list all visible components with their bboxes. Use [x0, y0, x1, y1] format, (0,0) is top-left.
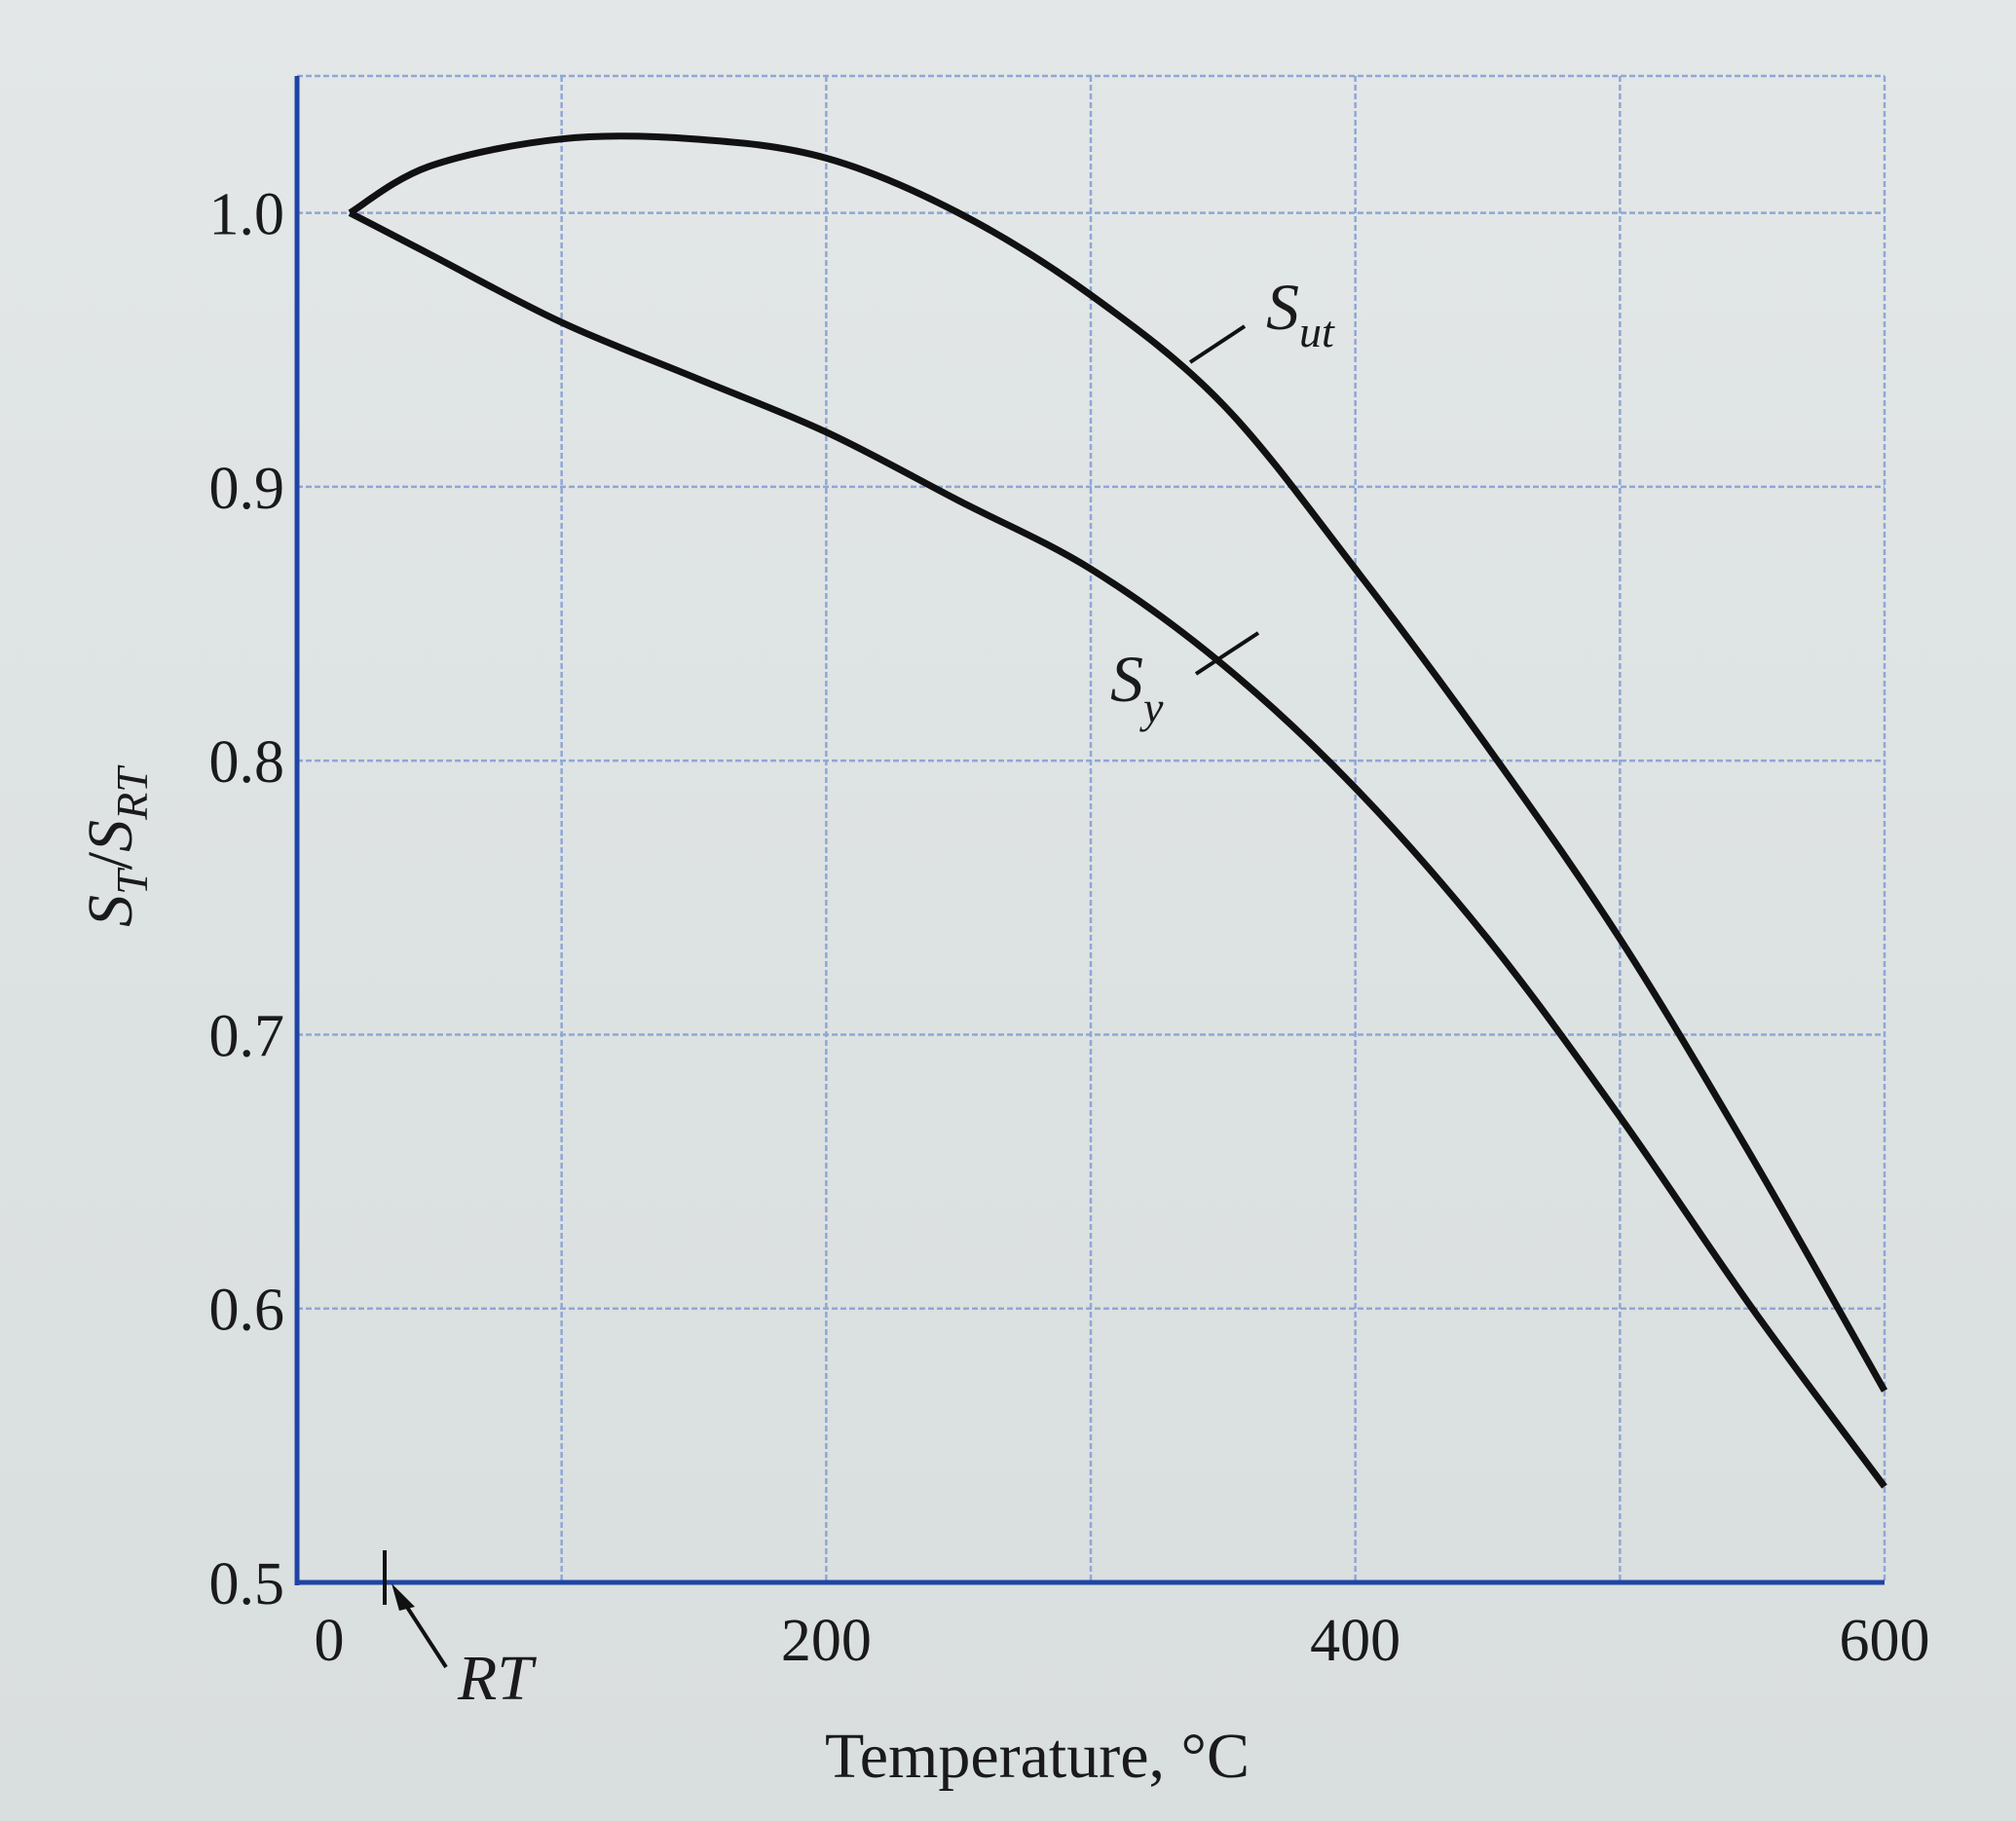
series-line-sy: [348, 209, 1887, 1489]
sut-label-sub: ut: [1299, 307, 1335, 356]
y-tick-label: 0.7: [209, 1003, 285, 1069]
sut-leader-line: [1188, 324, 1247, 364]
series-line-sut: [348, 132, 1888, 1393]
sut-label-base: S: [1266, 270, 1299, 344]
sy-label-sub: y: [1139, 683, 1164, 732]
series-lines: [348, 132, 1888, 1489]
grid: [295, 74, 1886, 1584]
rt-annotation: RT: [383, 1550, 537, 1714]
sy-leader-line: [1194, 631, 1260, 676]
y-tick-label: 0.6: [209, 1278, 285, 1344]
sy-label-base: S: [1110, 642, 1143, 716]
x-axis-title: Temperature, °C: [825, 1721, 1250, 1792]
y-tick-label: 0.5: [209, 1551, 285, 1617]
x-tick-label: 600: [1840, 1608, 1930, 1674]
y-tick-label: 0.9: [209, 456, 285, 522]
svg-text:Sy: Sy: [1110, 642, 1164, 732]
x-tick-label: 400: [1310, 1608, 1400, 1674]
y-axis-title: ST/SRT: [75, 764, 157, 927]
y-tick-label: 1.0: [209, 182, 285, 248]
tick-labels: 0.5 0.6 0.7 0.8 0.9 1.0 0 200 400 600: [209, 182, 1930, 1674]
y-tick-label: 0.8: [209, 729, 285, 796]
x-tick-label: 200: [781, 1608, 872, 1674]
svg-text:Sut: Sut: [1266, 270, 1335, 356]
x-tick-label: 0: [315, 1608, 345, 1674]
axes: [294, 76, 1885, 1585]
rt-arrow-head: [392, 1583, 415, 1611]
series-label-sut: Sut: [1188, 270, 1335, 364]
series-label-sy: Sy: [1110, 631, 1260, 732]
rt-label: RT: [457, 1643, 537, 1714]
